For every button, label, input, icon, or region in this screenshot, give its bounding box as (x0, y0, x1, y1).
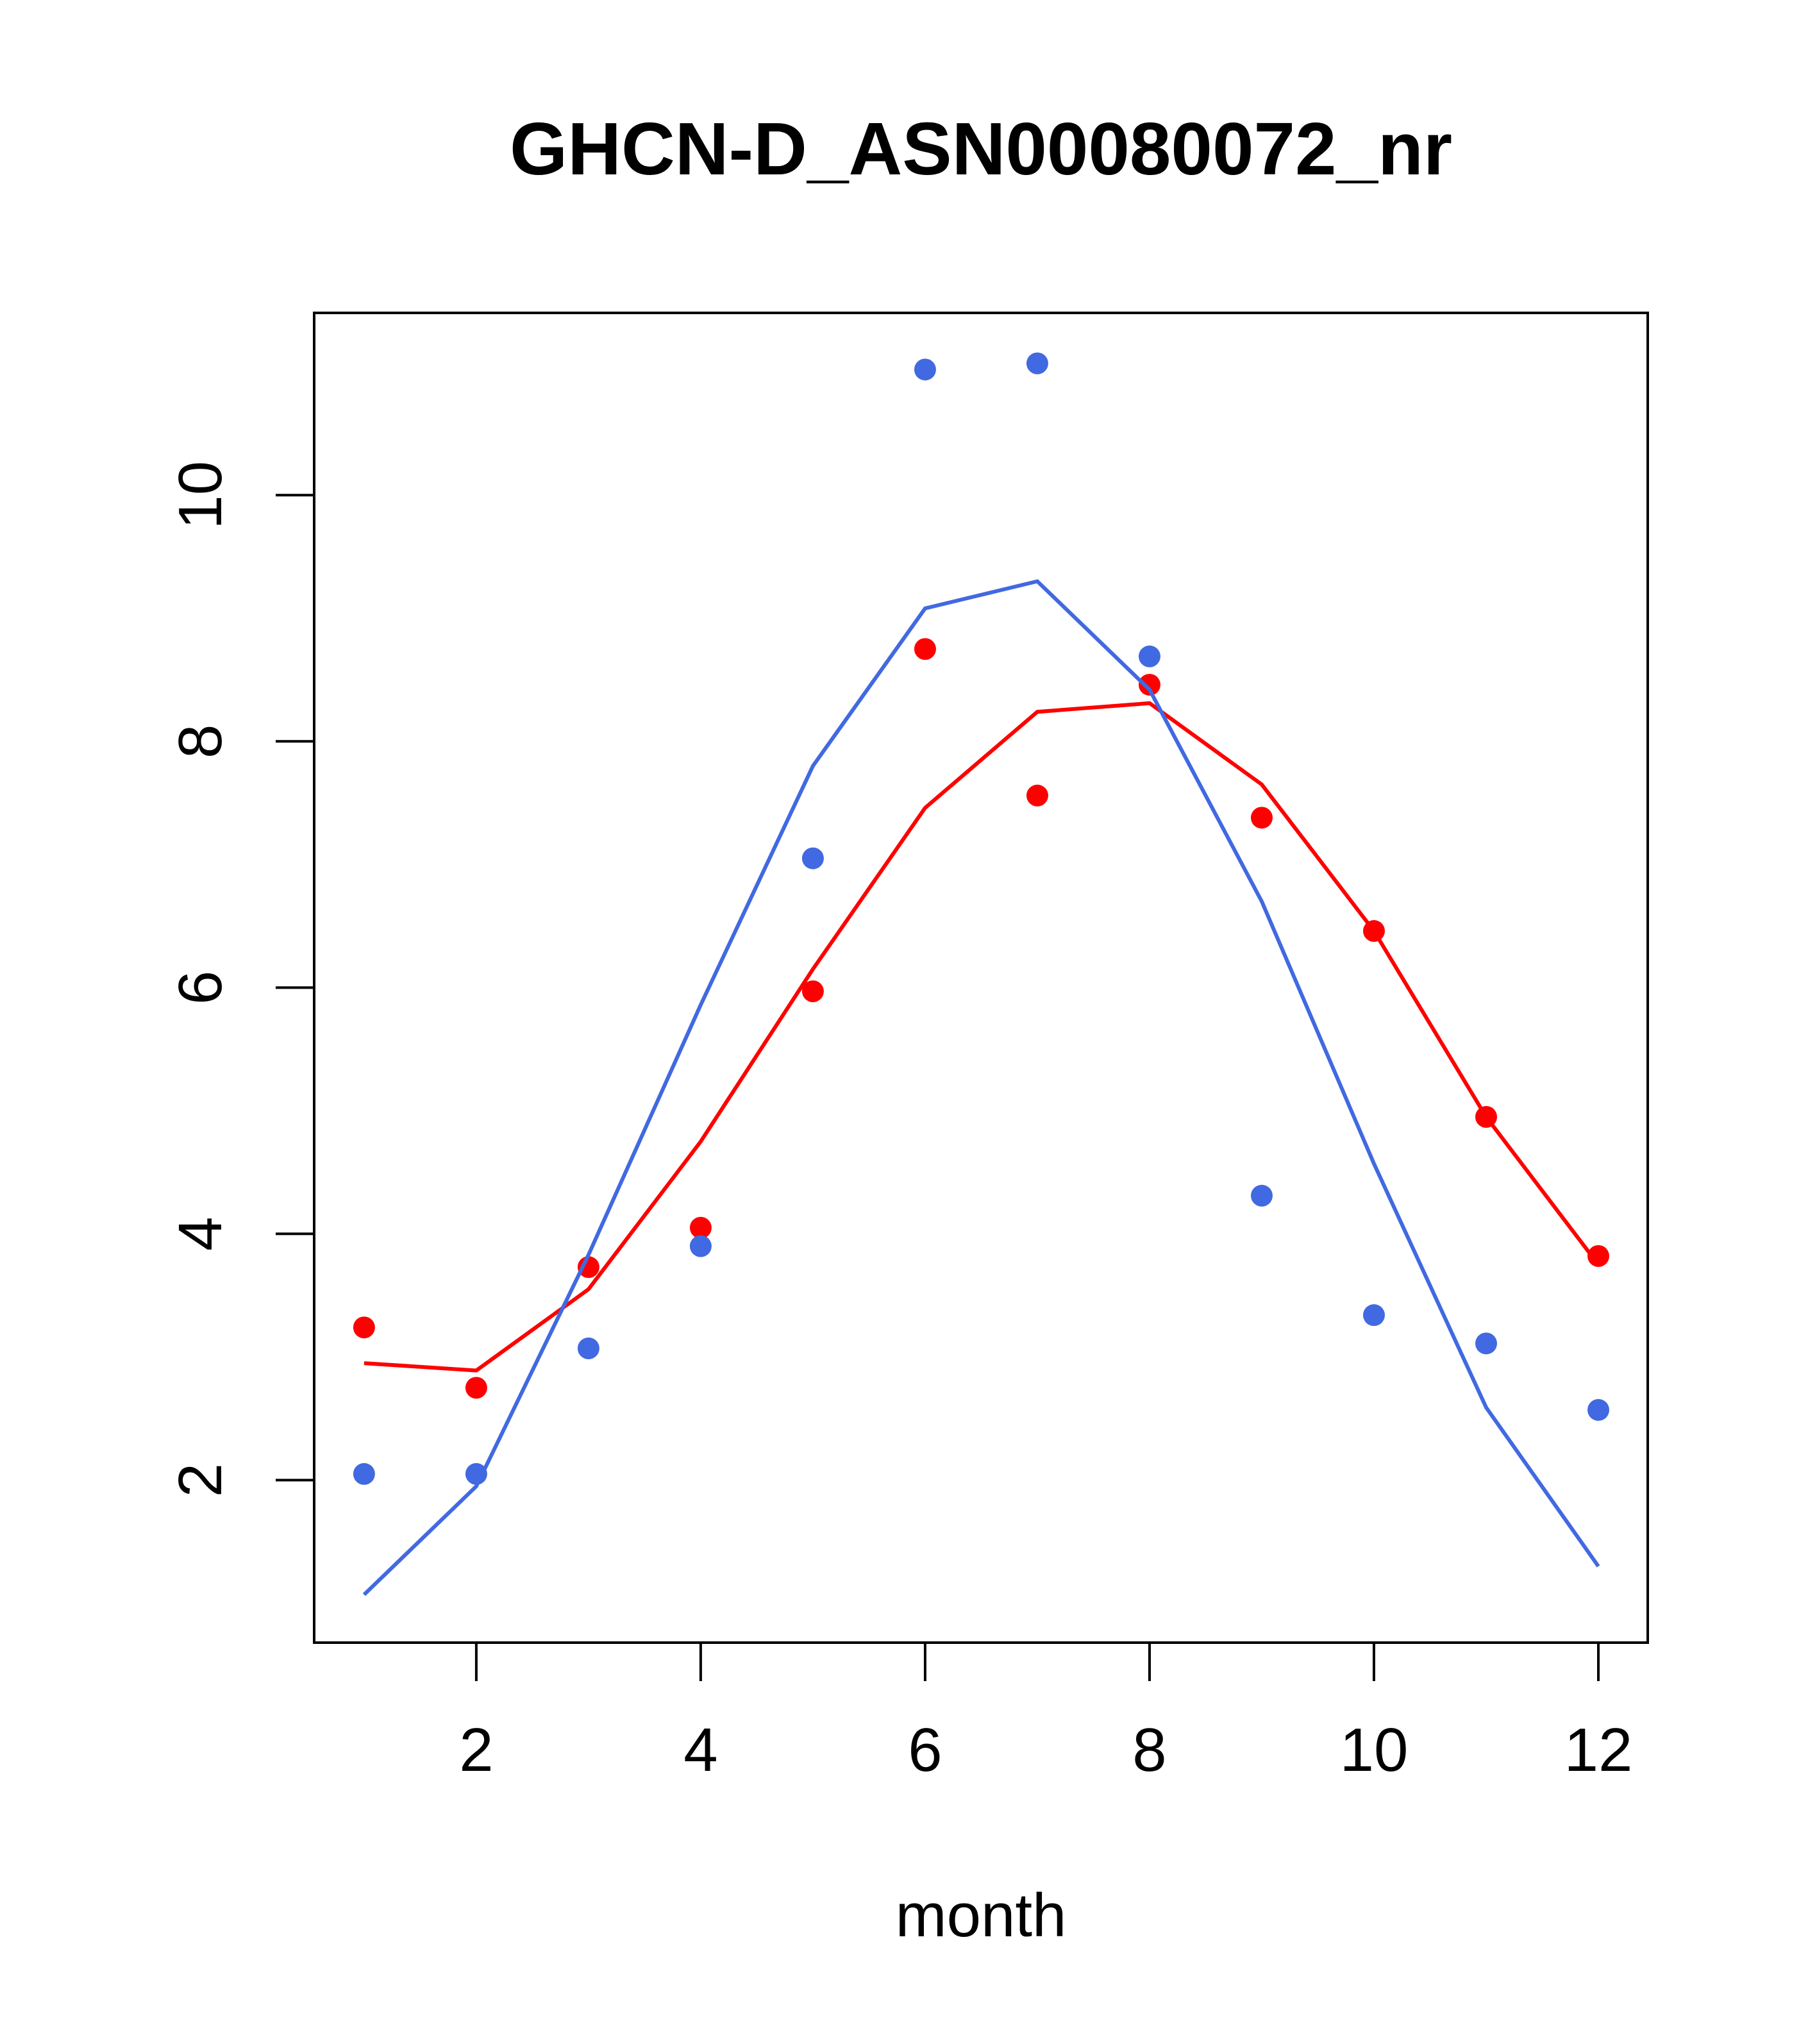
x-tick-label: 12 (1564, 1716, 1633, 1784)
x-axis: 2 4 6 8 10 12 (459, 1641, 1633, 1784)
blue-points-point (801, 847, 824, 869)
red-points-point (914, 638, 936, 660)
blue-points-point (1587, 1399, 1609, 1421)
red-points-point (465, 1377, 487, 1399)
red-points-point (1587, 1245, 1609, 1268)
x-tick-label: 4 (683, 1716, 717, 1784)
red-points-point (689, 1216, 712, 1239)
blue-points-point (353, 1462, 375, 1485)
y-tick-label: 6 (166, 971, 235, 1005)
y-axis: 2 4 6 8 10 (166, 461, 314, 1497)
blue-points-point (914, 358, 936, 381)
red-points-point (353, 1316, 375, 1339)
blue-points-point (1026, 352, 1048, 374)
x-tick-label: 2 (459, 1716, 493, 1784)
y-tick-label: 2 (166, 1463, 235, 1497)
x-tick-label: 6 (908, 1716, 942, 1784)
x-tick-label: 10 (1340, 1716, 1409, 1784)
x-tick-label: 8 (1132, 1716, 1166, 1784)
y-tick-label: 8 (166, 725, 235, 758)
series-layer (353, 352, 1609, 1596)
blue-line-series (362, 579, 1600, 1596)
y-tick-label: 4 (166, 1217, 235, 1251)
blue-points-point (1138, 645, 1160, 667)
red-points-point (1138, 673, 1160, 696)
red-line-series (364, 701, 1600, 1373)
blue-points-point (1475, 1332, 1497, 1355)
red-points-point (1250, 807, 1273, 829)
blue-points-point (689, 1235, 712, 1257)
blue-points-point (1362, 1304, 1385, 1327)
y-tick-label: 10 (166, 461, 235, 530)
red-points-point (1026, 784, 1048, 807)
plot-frame (313, 312, 1649, 1644)
blue-points-point (1250, 1184, 1273, 1207)
x-axis-label: month (896, 1881, 1067, 1950)
red-points-point (801, 980, 824, 1003)
chart-title: GHCN-D_ASN00080072_nr (510, 107, 1452, 190)
blue-points-point (577, 1337, 599, 1360)
